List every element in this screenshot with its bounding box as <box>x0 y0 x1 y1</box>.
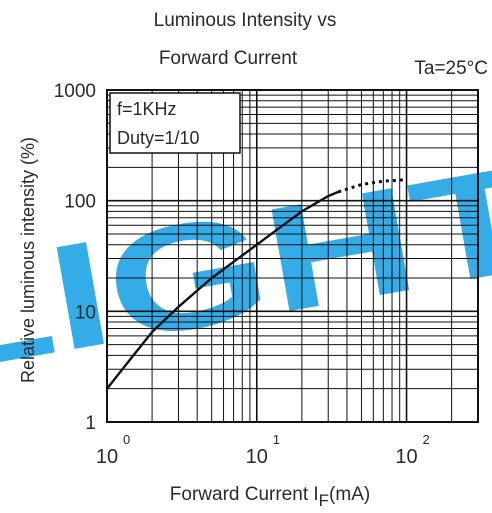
watermark: LIGHT <box>0 132 492 405</box>
watermark-text: LIGHT <box>0 132 492 405</box>
x-tick-label: 10 <box>395 446 417 468</box>
x-tick-exponent: 1 <box>273 432 280 447</box>
y-tick-label: 10 <box>75 302 96 323</box>
y-tick-label: 1000 <box>54 81 96 102</box>
x-axis-label-subscript: F <box>319 491 329 510</box>
plot-frame <box>106 89 479 423</box>
x-axis-label-main: Forward Current I <box>170 484 319 505</box>
legend-frequency: f=1KHz <box>117 99 177 119</box>
curve-extrapolated-dotted <box>337 178 407 194</box>
y-tick-label: 1 <box>85 413 96 434</box>
y-tick-label: 100 <box>64 192 96 213</box>
curve-measured <box>106 190 339 390</box>
x-axis-label: Forward Current IF(mA) <box>170 484 370 510</box>
chart-title-line-2: Forward Current <box>159 48 298 69</box>
legend-duty: Duty=1/10 <box>117 128 200 148</box>
x-axis-label-unit: (mA) <box>329 484 370 505</box>
x-tick-label: 10 <box>246 446 268 468</box>
test-condition-box: f=1KHz Duty=1/10 <box>109 92 241 154</box>
curve-layer <box>106 178 407 390</box>
y-axis-label: Relative luminous intensity (%) <box>18 137 38 383</box>
x-tick-exponent: 2 <box>423 432 430 447</box>
chart-title-line-1: Luminous Intensity vs <box>154 10 337 31</box>
x-tick-exponent: 0 <box>123 432 130 447</box>
x-tick-label: 10 <box>96 446 118 468</box>
temperature-condition: Ta=25°C <box>414 58 488 79</box>
